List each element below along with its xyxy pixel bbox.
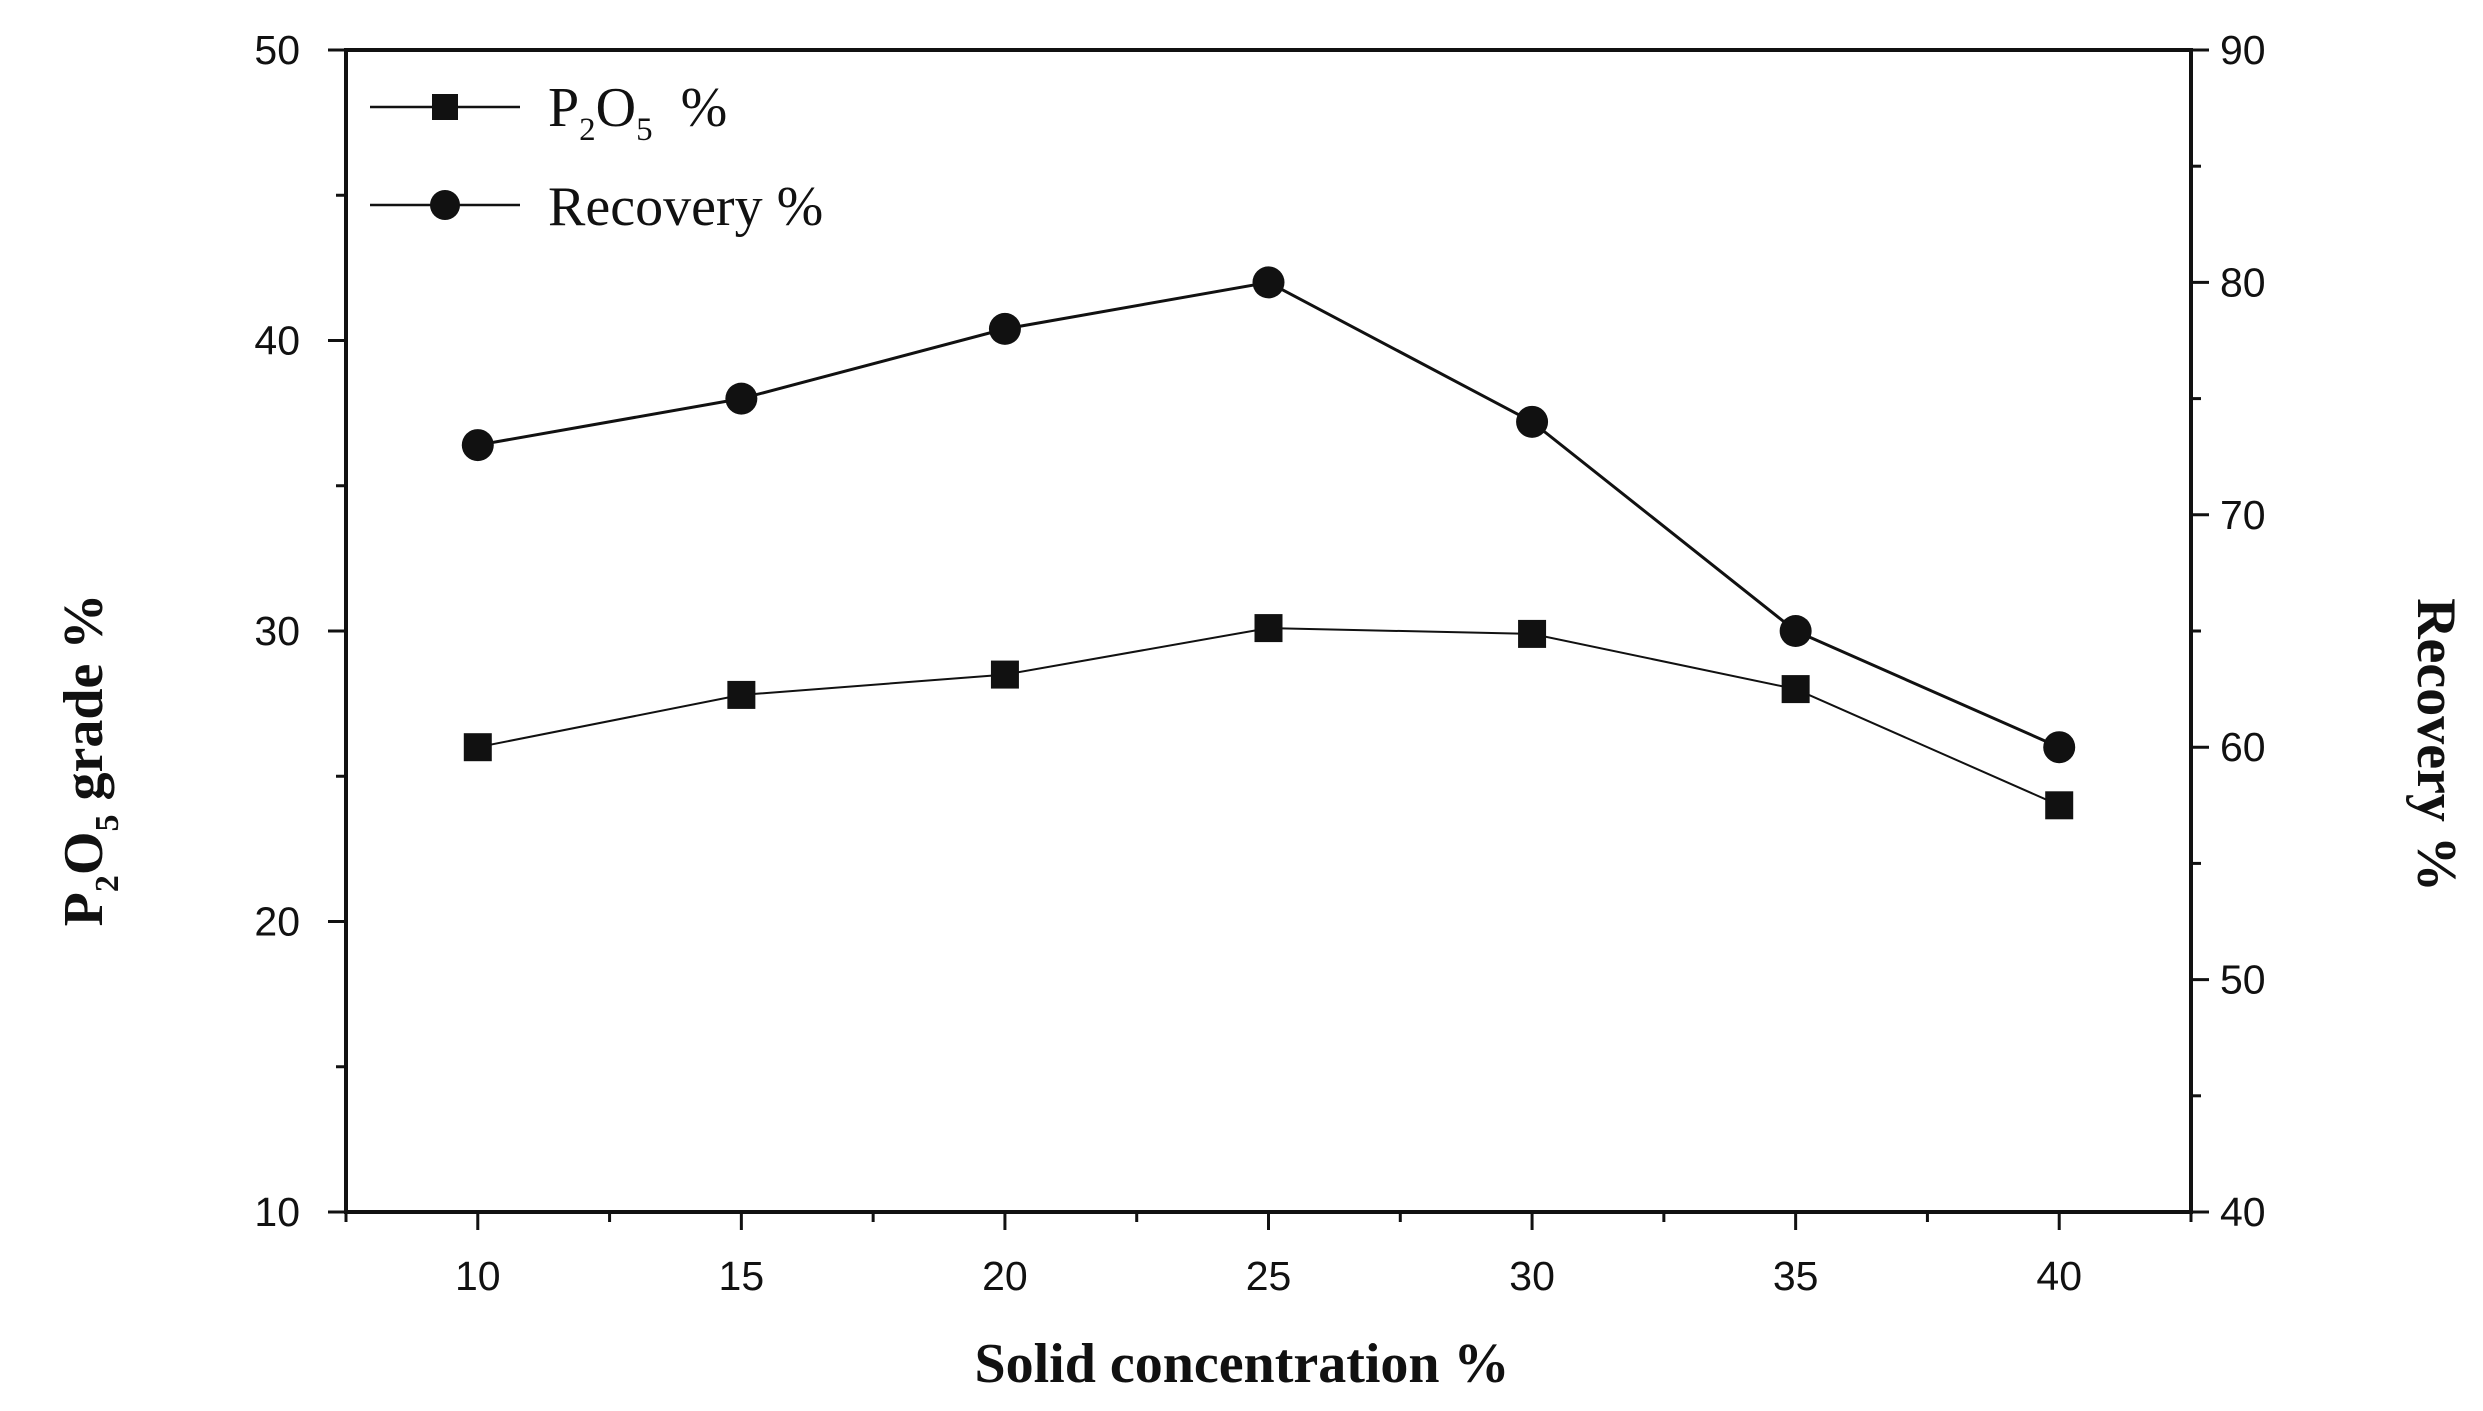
series-lines [477,280,2060,807]
left-tick-label: 40 [254,318,300,364]
p2o5-point [990,660,1019,689]
x-tick-label: 30 [1509,1253,1555,1299]
legend: P2O5 % Recovery % [370,77,823,238]
left-tick-label: 10 [254,1189,300,1235]
p2o5-point [1254,614,1283,643]
series-line-p2o5 [477,627,2060,807]
left-title-sub1: 2 [89,875,126,892]
left-tick-label: 20 [254,899,300,945]
legend-marker-square [432,94,458,120]
legend-marker-circle [430,190,460,220]
left-title-sub2: 5 [89,815,126,832]
legend-label-recovery: Recovery % [548,176,823,238]
series-line-recovery [477,280,2060,749]
right-tick-label: 80 [2220,259,2266,305]
legend-p2o5-sub2: 5 [636,112,653,148]
p2o5-point [463,733,492,762]
left-title-main: P [53,892,115,926]
right-tick-label: 50 [2220,957,2266,1003]
legend-p2o5-main: P [548,77,579,139]
recovery-point [988,312,1021,345]
p2o5-point [1781,675,1810,704]
legend-p2o5-tail: % [653,77,728,139]
right-tick-label: 40 [2220,1189,2266,1235]
x-tick-label: 15 [719,1253,765,1299]
legend-p2o5-sub1: 2 [579,112,596,148]
right-tick-label: 70 [2220,492,2266,538]
right-tick-label: 90 [2220,27,2266,73]
x-tick-label: 10 [455,1253,501,1299]
x-tick-label: 35 [1773,1253,1819,1299]
x-axis-title: Solid concentration % [974,1333,1509,1395]
recovery-point [461,429,494,462]
left-tick-label: 30 [254,608,300,654]
left-title-mid: O [53,832,115,876]
x-tick-label: 40 [2036,1253,2082,1299]
recovery-point [1252,266,1285,299]
recovery-point [725,382,758,415]
recovery-point [2043,731,2076,764]
right-tick-label: 60 [2220,724,2266,770]
x-tick-label: 20 [982,1253,1028,1299]
markers [461,266,2076,820]
legend-p2o5-mid: O [596,77,636,139]
x-tick-label: 25 [1246,1253,1292,1299]
right-axis-title: Recovery % [2405,598,2467,892]
recovery-point [1779,615,1812,647]
p2o5-point [1518,619,1547,648]
left-axis-title: P2O5 grade % [53,594,126,927]
left-title-tail: grade % [53,594,115,815]
p2o5-point [2045,791,2074,820]
left-tick-label: 50 [254,27,300,73]
recovery-point [1516,405,1549,438]
p2o5-point [727,680,756,709]
legend-label-p2o5: P2O5 % [548,77,727,148]
